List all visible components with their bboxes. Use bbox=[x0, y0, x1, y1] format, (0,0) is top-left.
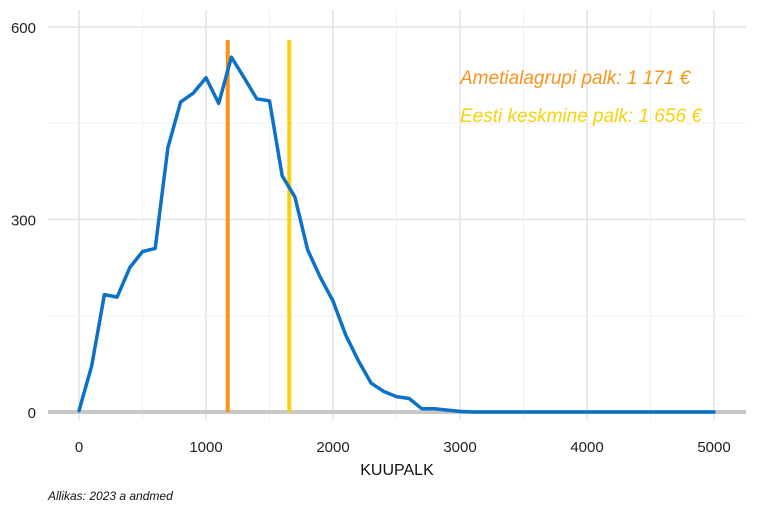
x-tick-label: 3000 bbox=[443, 439, 476, 456]
series-group bbox=[77, 55, 716, 414]
y-tick-label: 600 bbox=[11, 20, 36, 37]
x-tick-label: 4000 bbox=[570, 439, 603, 456]
y-tick-label: 300 bbox=[11, 213, 36, 230]
x-axis-title: KUUPALK bbox=[360, 462, 434, 479]
x-tick-label: 1000 bbox=[189, 439, 222, 456]
x-tick-label: 5000 bbox=[697, 439, 730, 456]
y-tick-labels: 0 300 600 bbox=[11, 20, 36, 422]
annotations: Ametialagrupi palk: 1 171 € Eesti keskmin… bbox=[459, 68, 703, 127]
series-line-1 bbox=[77, 55, 716, 414]
x-tick-label: 0 bbox=[75, 439, 83, 456]
y-tick-label: 0 bbox=[28, 405, 36, 422]
x-tick-label: 2000 bbox=[316, 439, 349, 456]
reference-label-1: Ametialagrupi palk: 1 171 € bbox=[459, 68, 692, 89]
reference-lines bbox=[225, 40, 292, 412]
reference-label-2: Eesti keskmine palk: 1 656 € bbox=[460, 106, 703, 127]
source-note: Allikas: 2023 a andmed bbox=[47, 489, 173, 503]
grid bbox=[48, 10, 746, 420]
x-tick-labels: 0 1000 2000 3000 4000 5000 bbox=[75, 439, 731, 456]
